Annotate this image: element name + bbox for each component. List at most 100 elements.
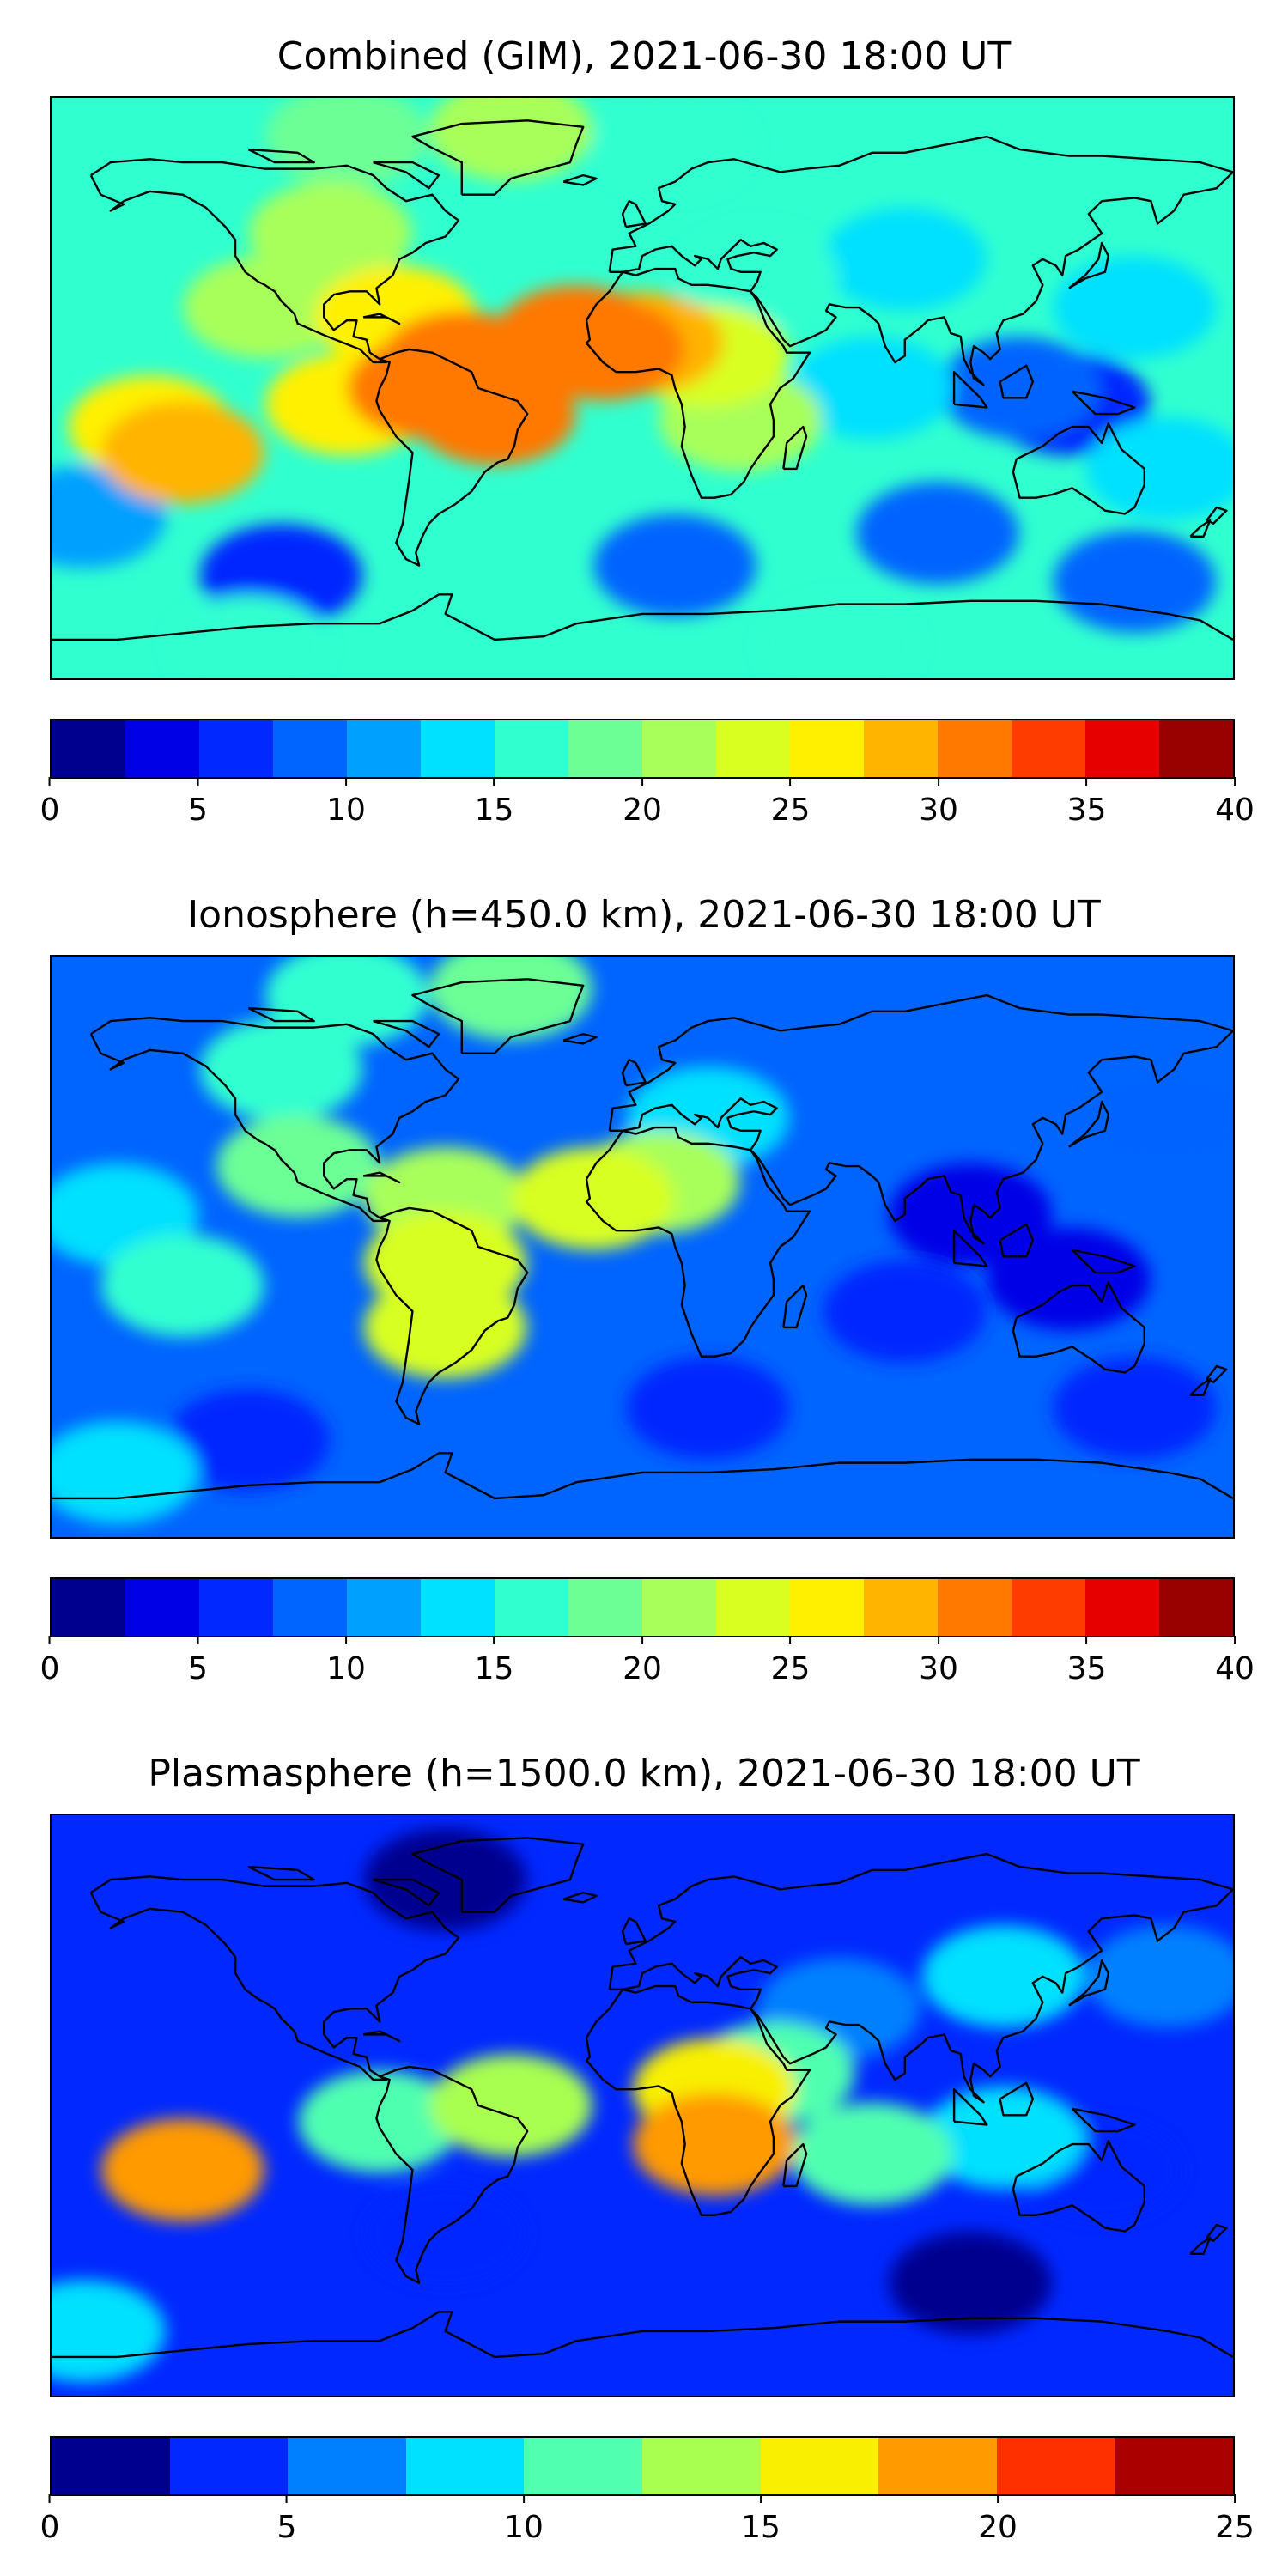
colorbar-segment xyxy=(1159,1579,1233,1636)
coastline xyxy=(373,1878,440,1907)
colorbar-tick: 0 xyxy=(40,2494,59,2545)
field-blob xyxy=(626,1357,790,1460)
field-blob xyxy=(676,223,839,327)
colorbar-segment xyxy=(199,1579,273,1636)
field-blob xyxy=(511,1147,675,1250)
coastline xyxy=(608,993,1233,1245)
field-blob xyxy=(298,2070,461,2173)
colorbar-segment xyxy=(169,2438,289,2494)
panel-combined: Combined (GIM), 2021-06-30 18:00 UT 0 5 10… xyxy=(0,0,1288,859)
coastline xyxy=(585,1984,811,2216)
colorbar-segment xyxy=(1012,720,1085,777)
colorbar-tick: 20 xyxy=(978,2494,1018,2545)
field-blob xyxy=(790,337,954,440)
tick-label: 15 xyxy=(474,793,514,828)
tick-mark xyxy=(1234,777,1236,786)
tick-mark xyxy=(493,777,495,786)
coastline xyxy=(247,1006,315,1023)
colorbar-segment xyxy=(641,2438,761,2494)
coastline xyxy=(1068,241,1109,289)
coastline xyxy=(375,2065,529,2284)
colorbar-tick: 25 xyxy=(1215,2494,1255,2545)
coastline xyxy=(411,978,585,1054)
tick-label: 10 xyxy=(504,2510,544,2545)
map-plot xyxy=(50,96,1235,680)
tick-mark xyxy=(286,2494,288,2503)
colorbar-segment xyxy=(1012,1579,1085,1636)
colorbar-segment xyxy=(568,1579,642,1636)
field-blob xyxy=(1053,530,1217,633)
tick-mark xyxy=(49,777,51,786)
field-blob xyxy=(183,256,347,359)
coastline xyxy=(1189,519,1212,538)
map-plot xyxy=(50,955,1235,1539)
tick-label: 25 xyxy=(770,1651,811,1686)
coastline xyxy=(52,593,1233,641)
coastline xyxy=(562,1891,598,1904)
tick-label: 15 xyxy=(741,2510,781,2545)
tick-label: 25 xyxy=(770,793,811,828)
tick-label: 30 xyxy=(919,793,958,828)
map-plot xyxy=(50,1814,1235,2397)
field-blob xyxy=(889,1163,1052,1267)
field-blob xyxy=(429,957,592,1041)
tick-mark xyxy=(760,2494,762,2503)
field-blob xyxy=(265,98,428,188)
colorbar-segment xyxy=(790,1579,864,1636)
tick-label: 5 xyxy=(276,2510,297,2545)
tick-mark xyxy=(197,1636,199,1644)
colorbar-ticks: 0 5 10 15 20 25 30 35 40 xyxy=(40,777,1255,829)
coastline xyxy=(562,1032,598,1045)
coastline xyxy=(952,1230,988,1267)
tick-label: 10 xyxy=(326,1651,366,1686)
colorbar-tick: 40 xyxy=(1215,1636,1255,1686)
colorbar-segment xyxy=(996,2438,1115,2494)
tick-mark xyxy=(938,1636,939,1644)
panel-title: Ionosphere (h=450.0 km), 2021-06-30 18:0… xyxy=(187,893,1101,937)
colorbar xyxy=(50,2436,1235,2496)
colorbar-tick: 35 xyxy=(1067,777,1106,828)
panel-title: Plasmasphere (h=1500.0 km), 2021-06-30 1… xyxy=(148,1752,1140,1795)
colorbar-segment xyxy=(347,720,421,777)
coastline xyxy=(1071,1249,1136,1274)
tick-mark xyxy=(1234,1636,1236,1644)
tick-mark xyxy=(49,1636,51,1644)
field-blob xyxy=(938,337,1102,440)
tick-mark xyxy=(789,1636,792,1644)
tick-label: 20 xyxy=(978,2510,1018,2545)
colorbar-segment xyxy=(878,2438,997,2494)
field-blob xyxy=(199,1018,363,1121)
colorbar-segment xyxy=(864,1579,938,1636)
coastline xyxy=(411,119,585,196)
coastline xyxy=(608,135,1233,386)
colorbar-segment xyxy=(405,2438,525,2494)
colorbar-segment xyxy=(1159,720,1233,777)
coastline xyxy=(1012,1281,1145,1374)
tec-map xyxy=(52,98,1233,678)
tick-mark xyxy=(49,2494,51,2503)
coastline xyxy=(373,1019,440,1048)
coastline xyxy=(585,1126,811,1358)
colorbar-segment xyxy=(273,720,347,777)
coastline xyxy=(89,158,460,364)
tick-mark xyxy=(523,2494,525,2503)
coastline xyxy=(247,1865,315,1881)
tick-mark xyxy=(641,1636,643,1644)
coastline xyxy=(1012,2140,1145,2233)
colorbar-tick: 10 xyxy=(326,1636,366,1686)
colorbar xyxy=(50,719,1235,779)
tick-label: 10 xyxy=(326,793,366,828)
colorbar-segment xyxy=(524,2438,642,2494)
coastline xyxy=(782,2142,808,2188)
colorbar-tick: 0 xyxy=(40,777,59,828)
tick-mark xyxy=(641,777,643,786)
field-blob xyxy=(889,2231,1052,2335)
field-blob xyxy=(757,594,921,678)
tick-mark xyxy=(789,777,792,786)
colorbar-tick: 30 xyxy=(919,777,958,828)
colorbar-segment xyxy=(1115,2438,1233,2494)
colorbar-segment xyxy=(52,1579,125,1636)
field-blob xyxy=(521,298,684,401)
colorbar-ticks: 0 5 10 15 20 25 xyxy=(40,2494,1255,2546)
coastline xyxy=(608,1852,1233,2104)
